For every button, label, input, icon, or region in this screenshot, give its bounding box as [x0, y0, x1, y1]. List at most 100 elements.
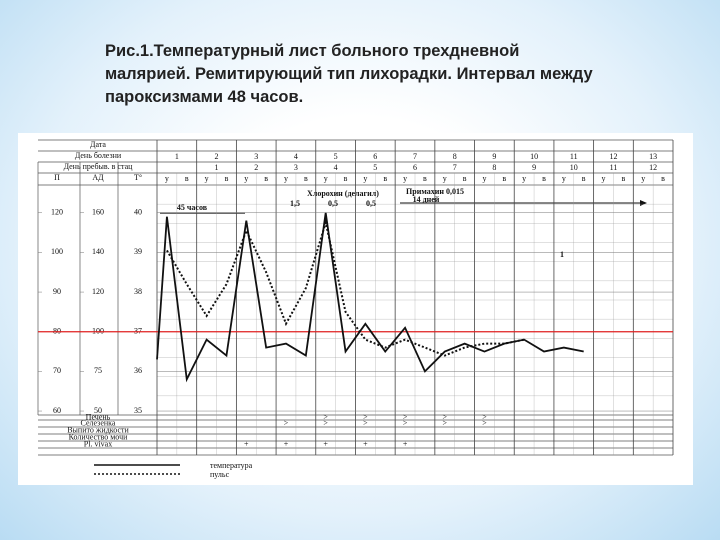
header-label: День болезни	[75, 151, 122, 160]
stay-number: 5	[373, 163, 377, 172]
bp-tick-label: 75	[94, 366, 102, 375]
series-line	[166, 218, 525, 357]
row-mark: +	[244, 439, 249, 448]
shift-label: у	[284, 174, 288, 183]
shift-label: в	[344, 174, 348, 183]
annotation: 0,5	[328, 199, 338, 208]
stay-number: 8	[492, 163, 496, 172]
stay-number: 7	[453, 163, 457, 172]
temp-tick-label: 35	[134, 406, 142, 415]
shift-label: в	[383, 174, 387, 183]
shift-label: у	[244, 174, 248, 183]
arrow-head	[640, 200, 647, 206]
annotation: 14 дней	[413, 195, 440, 204]
row-label: Печень	[86, 412, 111, 421]
day-number: 10	[530, 152, 538, 161]
row-mark: +	[363, 439, 368, 448]
annotation: Примахин 0,015	[406, 187, 464, 196]
shift-label: у	[205, 174, 209, 183]
shift-label: в	[304, 174, 308, 183]
legend-label: пульс	[210, 470, 230, 479]
stay-number: 9	[532, 163, 536, 172]
annotation: 1	[560, 250, 564, 259]
row-mark: >	[443, 418, 448, 427]
row-mark: +	[323, 439, 328, 448]
shift-label: в	[661, 174, 665, 183]
slide-title: Рис.1.Температурный лист больного трехдн…	[105, 42, 593, 106]
header-label: Дата	[90, 140, 106, 149]
temp-tick-label: 38	[134, 287, 142, 296]
day-number: 6	[373, 152, 377, 161]
axis-header: П	[54, 173, 60, 182]
row-mark: >	[323, 418, 328, 427]
pulse-tick-label: 80	[53, 327, 61, 336]
stay-number: 12	[649, 163, 657, 172]
bp-tick-label: 50	[94, 406, 102, 415]
row-label: Pl. vivax	[84, 439, 112, 448]
shift-label: у	[562, 174, 566, 183]
row-mark: +	[284, 439, 289, 448]
shift-label: в	[185, 174, 189, 183]
row-label: Выпито жидкости	[67, 425, 129, 434]
shift-label: в	[463, 174, 467, 183]
shift-label: в	[423, 174, 427, 183]
pulse-tick-label: 90	[53, 287, 61, 296]
pulse-tick-label: 60	[53, 406, 61, 415]
day-number: 3	[254, 152, 258, 161]
annotation: 0,5	[366, 199, 376, 208]
annotation: Хлорохин (делагил)	[307, 189, 379, 198]
shift-label: у	[363, 174, 367, 183]
shift-label: у	[324, 174, 328, 183]
day-number: 4	[294, 152, 298, 161]
header-label: День пребыв. в стац	[64, 162, 134, 171]
bp-tick-label: 100	[92, 327, 104, 336]
row-mark: >	[403, 418, 408, 427]
day-number: 8	[453, 152, 457, 161]
day-number: 2	[215, 152, 219, 161]
axis-header: АД	[92, 173, 104, 182]
stay-number: 4	[334, 163, 338, 172]
stay-number: 3	[294, 163, 298, 172]
bp-tick-label: 160	[92, 208, 104, 217]
annotation: 1,5	[290, 199, 300, 208]
pulse-tick-label: 100	[51, 247, 63, 256]
shift-label: у	[443, 174, 447, 183]
temp-tick-label: 36	[134, 366, 142, 375]
row-mark: >	[443, 412, 448, 421]
stay-number: 6	[413, 163, 417, 172]
temp-tick-label: 37	[134, 327, 142, 336]
bp-tick-label: 120	[92, 287, 104, 296]
shift-label: у	[165, 174, 169, 183]
row-mark: >	[284, 418, 289, 427]
shift-label: у	[482, 174, 486, 183]
day-number: 7	[413, 152, 417, 161]
pulse-tick-label: 120	[51, 208, 63, 217]
row-mark: >	[403, 412, 408, 421]
stay-number: 11	[610, 163, 618, 172]
temp-tick-label: 40	[134, 208, 142, 217]
stay-number: 2	[254, 163, 258, 172]
row-label: Количество мочи	[69, 432, 129, 441]
stay-number: 1	[215, 163, 219, 172]
shift-label: в	[264, 174, 268, 183]
day-number: 13	[649, 152, 657, 161]
legend-label: температура	[210, 461, 253, 470]
row-mark: +	[403, 439, 408, 448]
row-label: Селезенка	[81, 418, 116, 427]
temp-tick-label: 39	[134, 247, 142, 256]
shift-label: в	[542, 174, 546, 183]
shift-label: у	[522, 174, 526, 183]
axis-header: T°	[134, 173, 142, 182]
day-number: 11	[570, 152, 578, 161]
row-mark: >	[482, 412, 487, 421]
annotation: 45 часов	[177, 203, 208, 212]
shift-label: в	[225, 174, 229, 183]
row-mark: >	[323, 412, 328, 421]
row-mark: >	[363, 418, 368, 427]
shift-label: в	[502, 174, 506, 183]
row-mark: >	[482, 418, 487, 427]
pulse-tick-label: 70	[53, 366, 61, 375]
day-number: 9	[492, 152, 496, 161]
